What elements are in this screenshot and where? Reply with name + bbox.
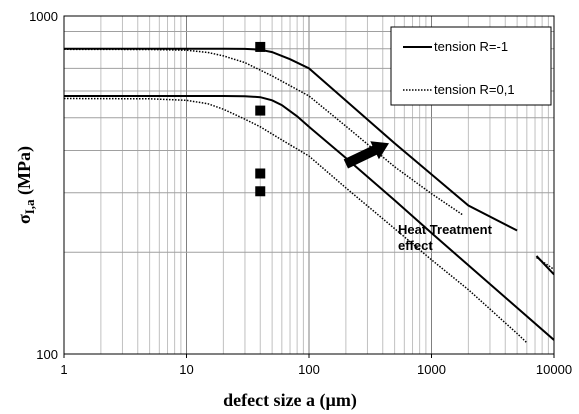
- data-marker: [255, 168, 266, 179]
- x-tick-label: 1: [60, 362, 67, 377]
- y-axis-label: σI,a (MPa): [14, 146, 37, 224]
- y-tick-label: 1000: [29, 9, 58, 24]
- y-tick-labels: 100 1000: [29, 9, 58, 362]
- x-tick-label: 100: [298, 362, 320, 377]
- x-tick-labels: 1 10 100 1000 10000: [60, 354, 572, 377]
- annotation-line-1: Heat Treatment: [398, 222, 493, 237]
- x-tick-label: 10: [179, 362, 193, 377]
- markers-group: [255, 41, 266, 197]
- y-axis-label-unit: (MPa): [14, 146, 35, 199]
- series-line-4: [64, 48, 464, 216]
- series-line-3: [64, 47, 518, 232]
- annotation-line-2: effect: [398, 238, 433, 253]
- data-marker: [255, 105, 266, 116]
- heat-treatment-arrow: [343, 141, 389, 169]
- legend: tension R=-1 tension R=0,1: [390, 26, 552, 106]
- legend-box: [390, 26, 552, 106]
- y-axis-label-sub: I,a: [22, 199, 37, 214]
- legend-label-2: tension R=0,1: [434, 82, 515, 97]
- series-tail-solid: [535, 255, 554, 276]
- series-line-2: [64, 97, 528, 344]
- series-tail-dotted: [536, 256, 554, 271]
- x-tick-label: 10000: [536, 362, 572, 377]
- heat-treatment-annotation: Heat Treatment effect: [343, 141, 493, 253]
- x-tick-label: 1000: [417, 362, 446, 377]
- x-axis-label: defect size a (µm): [223, 390, 357, 411]
- legend-label-1: tension R=-1: [434, 39, 508, 54]
- y-tick-label: 100: [36, 347, 58, 362]
- series-line-1: [64, 95, 554, 341]
- series-group: [64, 47, 554, 344]
- data-marker: [255, 41, 266, 52]
- data-marker: [255, 186, 266, 197]
- y-axis-label-main: σ: [14, 214, 34, 224]
